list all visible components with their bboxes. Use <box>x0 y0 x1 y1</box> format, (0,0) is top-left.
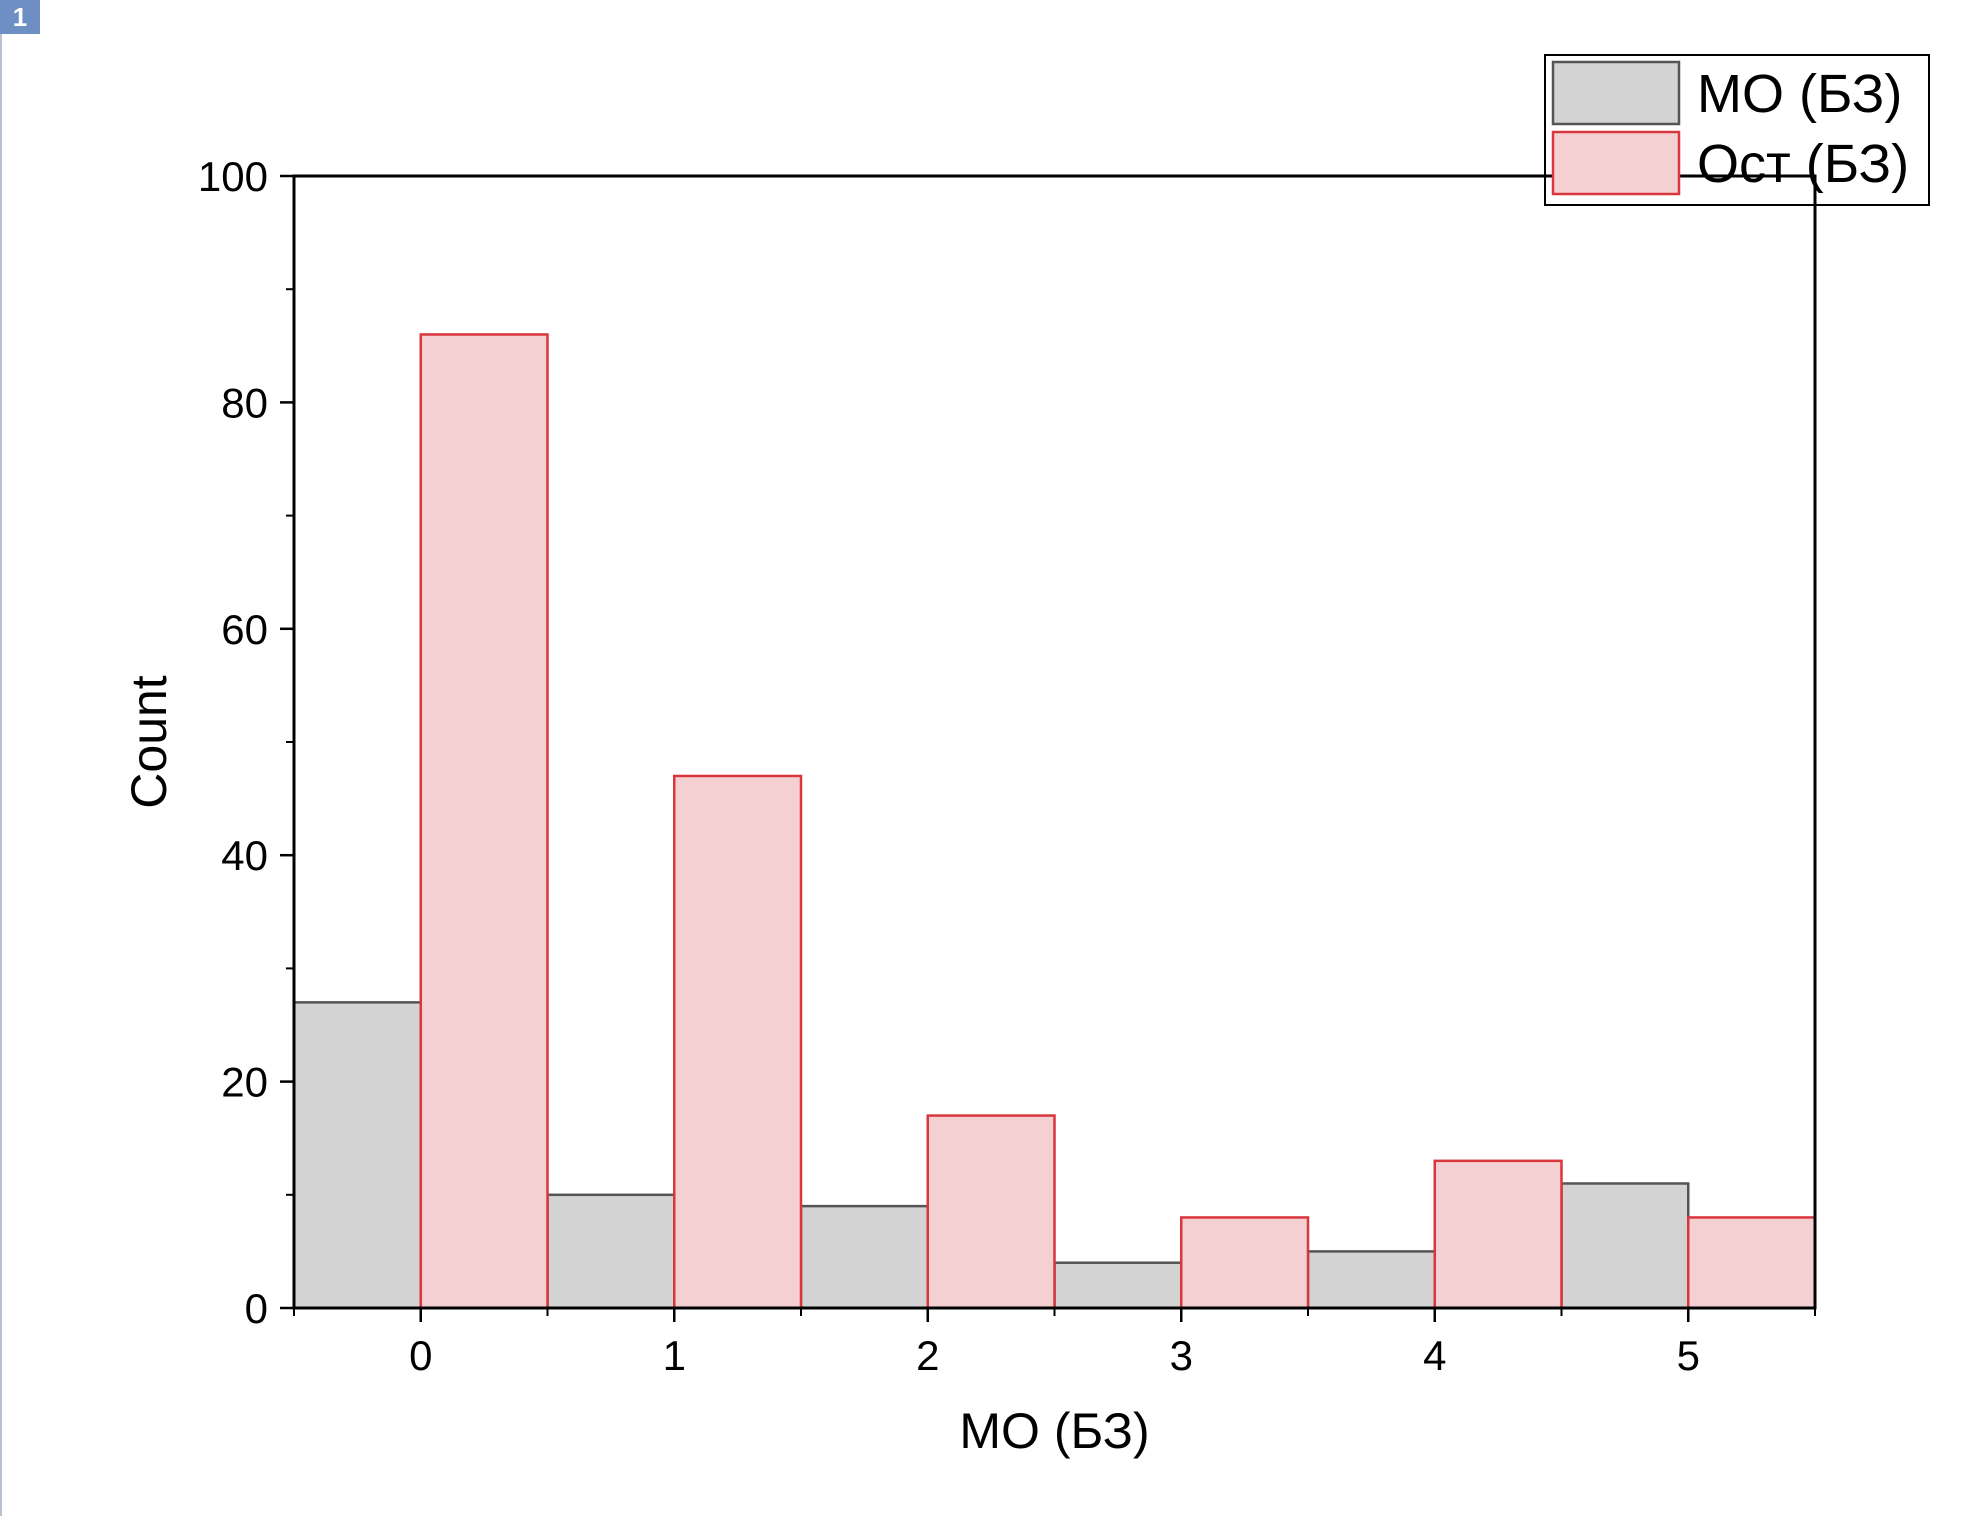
x-tick-label-4: 4 <box>1423 1332 1446 1379</box>
y-tick-label-1: 20 <box>221 1059 268 1106</box>
legend-swatch-ost <box>1551 130 1681 196</box>
legend-label-mo: МО (БЗ) <box>1697 64 1902 124</box>
bar-ost-0 <box>419 333 549 1310</box>
x-tick-label-2: 2 <box>916 1332 939 1379</box>
y-tick-label-2: 40 <box>221 832 268 879</box>
y-tick-label-0: 0 <box>245 1285 268 1332</box>
x-axis-title: МО (БЗ) <box>959 1403 1149 1459</box>
bar-mo-1 <box>546 1193 676 1310</box>
bar-ost-4 <box>1433 1159 1563 1310</box>
bar-ost-2 <box>926 1114 1056 1310</box>
x-tick-label-0: 0 <box>409 1332 432 1379</box>
y-tick-label-5: 100 <box>198 153 268 200</box>
legend-swatch-mo <box>1551 60 1681 126</box>
bar-mo-0 <box>292 1001 422 1310</box>
legend: МО (БЗ) Ост (БЗ) <box>1544 54 1930 206</box>
x-tick-label-5: 5 <box>1677 1332 1700 1379</box>
legend-label-ost: Ост (БЗ) <box>1697 134 1909 194</box>
x-tick-label-1: 1 <box>663 1332 686 1379</box>
legend-frame <box>1544 54 1930 206</box>
bar-mo-3 <box>1053 1261 1183 1310</box>
y-tick-label-3: 60 <box>221 606 268 653</box>
y-tick-label-4: 80 <box>221 379 268 426</box>
layer-indicator[interactable]: 1 <box>0 0 40 34</box>
bar-ost-3 <box>1180 1216 1310 1310</box>
bar-mo-5 <box>1560 1182 1690 1310</box>
left-border <box>0 34 2 1516</box>
bar-ost-5 <box>1687 1216 1817 1310</box>
y-axis: 0 20 40 60 80 100 <box>198 153 294 1332</box>
x-axis: 0 1 2 3 4 5 <box>293 1308 1816 1379</box>
bar-mo-2 <box>799 1204 929 1310</box>
x-tick-label-3: 3 <box>1170 1332 1193 1379</box>
bar-ost-1 <box>673 774 803 1310</box>
y-axis-title: Count <box>121 675 177 809</box>
bar-mo-4 <box>1306 1250 1436 1310</box>
bars-group <box>292 333 1817 1310</box>
